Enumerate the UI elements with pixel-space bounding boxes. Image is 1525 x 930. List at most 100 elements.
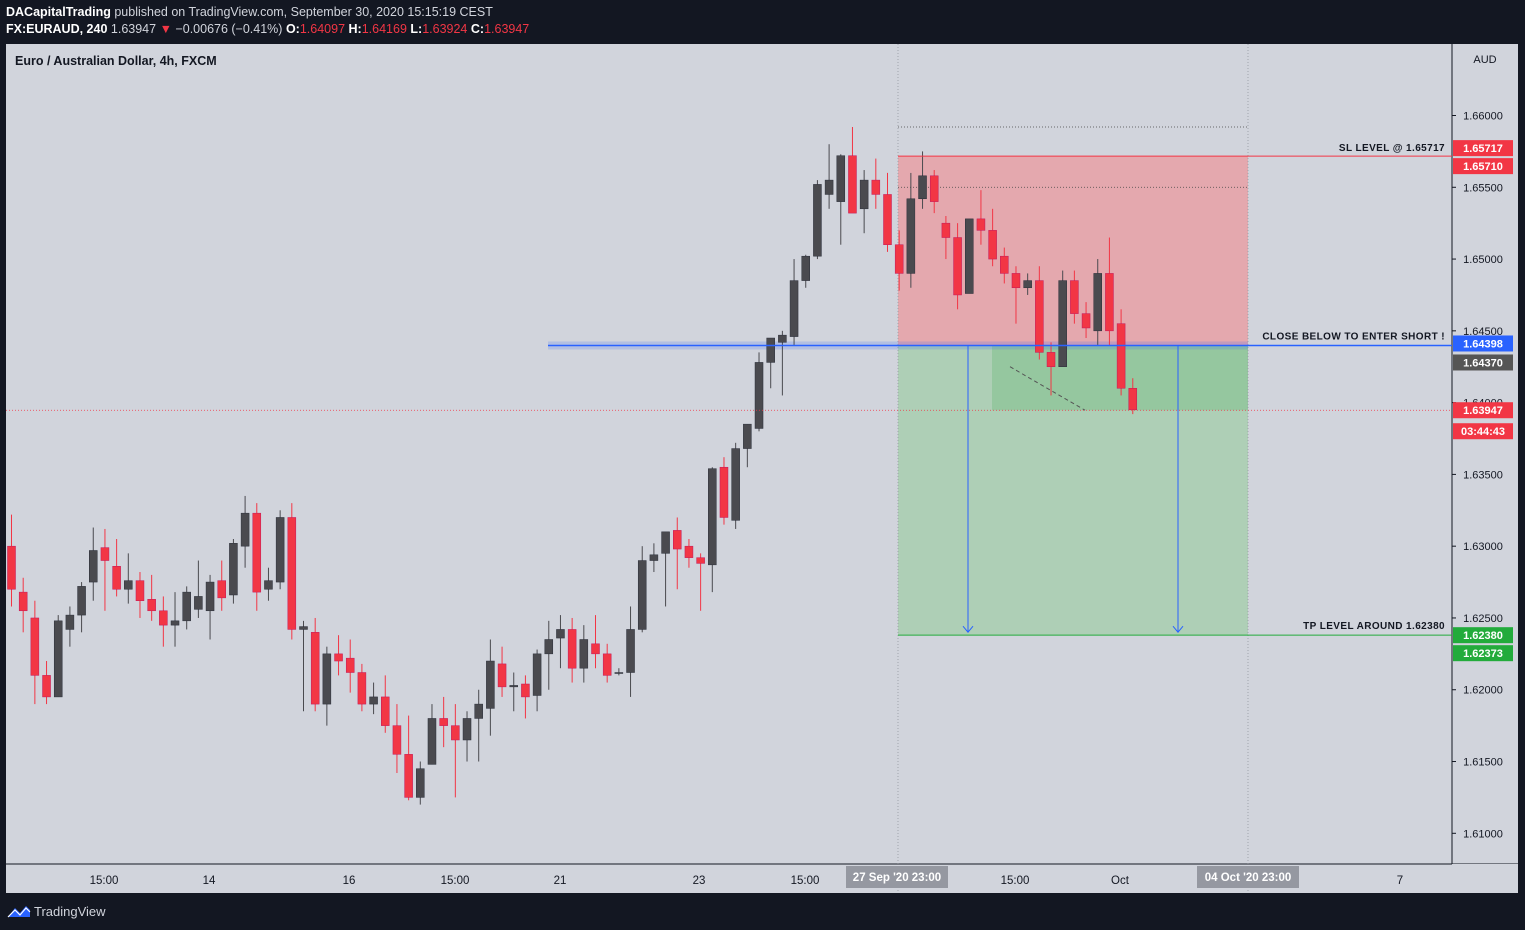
candle[interactable] (731, 442, 740, 529)
candle[interactable] (883, 172, 892, 252)
tradingview-brand[interactable]: TradingView (34, 904, 106, 919)
candle[interactable] (427, 704, 437, 765)
range-date-badge[interactable]: 27 Sep '20 23:00 (846, 866, 948, 888)
sl-price-tag[interactable]: 1.65717 (1453, 140, 1513, 157)
candle[interactable] (626, 606, 635, 697)
candle[interactable] (205, 574, 215, 640)
symbol-label[interactable]: FX:EURAUD, 240 (6, 22, 108, 36)
candle[interactable] (1128, 378, 1138, 415)
entry-price-tag-2[interactable]: 1.64370 (1453, 354, 1513, 371)
candle[interactable] (497, 646, 507, 697)
candle[interactable] (871, 158, 881, 209)
candle[interactable] (357, 663, 367, 712)
candle[interactable] (684, 539, 694, 568)
candle[interactable] (229, 539, 238, 604)
candle[interactable] (509, 672, 518, 712)
candle[interactable] (381, 675, 390, 733)
trend-line[interactable] (1009, 366, 1086, 411)
candle[interactable] (649, 543, 659, 573)
candle[interactable] (287, 503, 297, 640)
candle[interactable] (1070, 270, 1079, 324)
tp-price-tag-2[interactable]: 1.62373 (1453, 645, 1513, 662)
candle[interactable] (743, 423, 752, 468)
candle[interactable] (100, 528, 110, 611)
candle[interactable] (182, 586, 191, 630)
candle[interactable] (579, 625, 589, 683)
candle[interactable] (53, 615, 63, 698)
countdown-tag[interactable]: 03:44:43 (1453, 423, 1513, 440)
candle[interactable] (310, 617, 320, 712)
tp-price-tag[interactable]: 1.62380 (1453, 627, 1513, 644)
candle[interactable] (708, 467, 717, 593)
candle[interactable] (941, 215, 951, 260)
candle[interactable] (813, 180, 822, 260)
candle[interactable] (322, 646, 332, 726)
candle[interactable] (778, 330, 787, 396)
candle[interactable] (719, 457, 729, 525)
candle[interactable] (894, 230, 904, 291)
candle[interactable] (451, 704, 460, 798)
candle[interactable] (275, 510, 285, 590)
stop-loss-zone[interactable] (898, 156, 1248, 346)
candle[interactable] (217, 560, 226, 611)
candle[interactable] (252, 503, 262, 611)
candle[interactable] (18, 577, 28, 633)
candle[interactable] (801, 254, 810, 288)
candle[interactable] (556, 615, 565, 669)
sl-price-tag-2[interactable]: 1.65710 (1453, 158, 1513, 175)
candle[interactable] (462, 711, 472, 762)
candle[interactable] (345, 639, 355, 693)
candle[interactable] (1023, 273, 1032, 295)
candle[interactable] (1058, 270, 1067, 367)
publisher-name[interactable]: DACapitalTrading (6, 5, 111, 19)
candle[interactable] (392, 704, 402, 774)
candle[interactable] (929, 170, 939, 214)
candle[interactable] (147, 574, 156, 621)
candle[interactable] (544, 620, 554, 690)
candle[interactable] (754, 352, 764, 432)
candle[interactable] (848, 126, 857, 214)
candle[interactable] (124, 553, 133, 604)
candle[interactable] (170, 592, 180, 647)
candle[interactable] (976, 190, 986, 245)
candle[interactable] (567, 617, 577, 683)
candle[interactable] (42, 661, 51, 705)
candle[interactable] (661, 531, 670, 607)
candle[interactable] (474, 689, 483, 762)
candle[interactable] (637, 546, 647, 633)
candle[interactable] (1105, 237, 1114, 346)
candle[interactable] (159, 596, 168, 647)
chart-canvas[interactable]: Euro / Australian Dollar, 4h, FXCM AUD S… (0, 44, 1525, 893)
candle[interactable] (1116, 309, 1126, 396)
candle[interactable] (65, 606, 75, 647)
candle[interactable] (766, 337, 775, 389)
candle[interactable] (836, 154, 846, 245)
candle[interactable] (135, 572, 145, 618)
candle[interactable] (404, 715, 413, 801)
candle[interactable] (988, 208, 997, 267)
candle[interactable] (1035, 266, 1044, 360)
candle[interactable] (89, 527, 98, 601)
candle[interactable] (532, 649, 542, 712)
candle[interactable] (77, 582, 86, 633)
candle[interactable] (965, 218, 974, 294)
candle[interactable] (369, 682, 378, 715)
candle[interactable] (906, 172, 916, 288)
candle[interactable] (1000, 247, 1009, 284)
candle[interactable] (696, 553, 705, 611)
candle[interactable] (918, 151, 927, 209)
range-date-badge[interactable]: 04 Oct '20 23:00 (1197, 866, 1299, 888)
candle[interactable] (112, 539, 121, 597)
candle[interactable] (240, 495, 250, 568)
candle[interactable] (1093, 259, 1102, 346)
candle[interactable] (824, 144, 834, 209)
price-axis-bg[interactable] (1452, 44, 1518, 864)
candle[interactable] (789, 259, 799, 346)
candle[interactable] (1046, 342, 1056, 396)
candle[interactable] (953, 223, 962, 310)
candle[interactable] (334, 635, 343, 676)
candle[interactable] (439, 696, 448, 748)
current-price-tag[interactable]: 1.63947 (1453, 402, 1513, 419)
candle[interactable] (416, 761, 425, 805)
candle[interactable] (194, 560, 203, 618)
